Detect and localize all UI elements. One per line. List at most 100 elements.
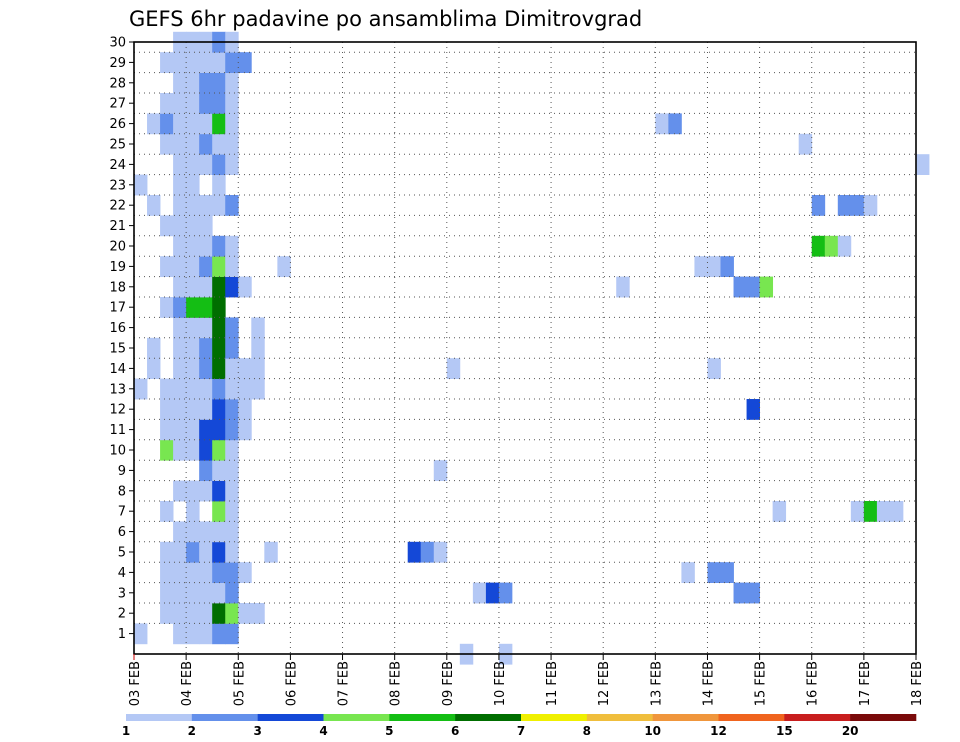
y-tick-label: 13 <box>109 382 126 397</box>
heatmap-cell <box>147 337 161 359</box>
heatmap-cell <box>186 276 200 298</box>
heatmap-cell <box>199 93 213 114</box>
heatmap-cell <box>212 439 226 461</box>
y-tick-label: 4 <box>118 566 126 581</box>
colorbar-segment <box>586 714 653 721</box>
heatmap-cell <box>199 72 213 94</box>
heatmap-cell <box>212 256 226 277</box>
heatmap-cell <box>498 582 513 604</box>
heatmap-cell <box>212 52 226 73</box>
heatmap-cell <box>160 562 174 583</box>
y-tick-label: 28 <box>109 76 126 91</box>
heatmap-cell <box>889 501 904 522</box>
heatmap-cell <box>238 419 252 441</box>
heatmap-cell <box>225 113 239 135</box>
heatmap-cell <box>173 399 187 420</box>
heatmap-cell <box>199 133 213 155</box>
heatmap-cell <box>707 562 721 583</box>
heatmap-cell <box>251 378 265 400</box>
heatmap-cell <box>199 562 213 583</box>
y-tick-label: 27 <box>109 97 126 112</box>
y-tick-label: 15 <box>109 342 126 357</box>
heatmap-cell <box>199 276 213 298</box>
x-tick-label: 07 FEB <box>337 661 352 706</box>
heatmap-cell <box>199 521 213 543</box>
y-tick-label: 7 <box>118 505 126 520</box>
heatmap-cell <box>160 603 174 624</box>
colorbar-label: 6 <box>451 724 459 738</box>
heatmap-cell <box>238 399 252 420</box>
y-tick-label: 11 <box>109 423 126 438</box>
heatmap-cell <box>485 582 500 604</box>
heatmap-cell <box>147 195 161 216</box>
heatmap-cell <box>238 378 252 400</box>
heatmap-cell <box>173 541 187 563</box>
heatmap-cell <box>186 133 200 155</box>
heatmap-cell <box>420 541 435 563</box>
heatmap-cell <box>811 195 826 216</box>
heatmap-cell <box>173 93 187 114</box>
heatmap-cell <box>173 439 187 461</box>
heatmap-cell <box>225 439 239 461</box>
x-tick-label: 04 FEB <box>180 661 195 706</box>
x-tick-label: 16 FEB <box>806 661 821 706</box>
colorbar-label: 12 <box>710 724 727 738</box>
heatmap-cell <box>173 72 187 94</box>
colorbar-label: 20 <box>842 724 859 738</box>
heatmap-cell <box>225 460 239 481</box>
heatmap-cell <box>746 276 760 298</box>
heatmap-cell <box>811 235 826 257</box>
y-axis-ticks: 1234567891011121314151617181920212223242… <box>109 36 134 642</box>
heatmap-cell <box>134 174 148 196</box>
heatmap-cell <box>212 358 226 379</box>
heatmap-cell <box>225 521 239 543</box>
heatmap-cell <box>199 603 213 624</box>
heatmap-cell <box>746 582 760 604</box>
heatmap-cell <box>277 256 291 277</box>
heatmap-cell <box>186 419 200 441</box>
heatmap-cell <box>160 501 174 522</box>
heatmap-cell <box>199 317 213 339</box>
heatmap-cell <box>916 154 930 175</box>
heatmap-cell <box>225 154 239 175</box>
heatmap-cell <box>173 133 187 155</box>
heatmap-cell <box>212 541 226 563</box>
heatmap-cell <box>264 541 278 563</box>
heatmap-cell <box>173 480 187 502</box>
heatmap-cell <box>186 215 200 237</box>
heatmap-cell <box>733 276 747 298</box>
heatmap-cell <box>186 317 200 339</box>
colorbar-label: 3 <box>253 724 261 738</box>
heatmap-cell <box>199 154 213 175</box>
y-tick-label: 30 <box>109 36 126 51</box>
heatmap-cell <box>173 215 187 237</box>
heatmap-cell <box>225 399 239 420</box>
heatmap-cell <box>212 72 226 94</box>
heatmap-cell <box>160 93 174 114</box>
heatmap-cell <box>863 195 878 216</box>
heatmap-cell <box>694 256 708 277</box>
colorbar-segment <box>126 714 193 721</box>
heatmap-cell <box>733 582 747 604</box>
y-tick-label: 20 <box>109 240 126 255</box>
heatmap-cells <box>134 31 930 665</box>
heatmap-cell <box>160 297 174 318</box>
x-tick-label: 12 FEB <box>597 661 612 706</box>
heatmap-cell <box>212 93 226 114</box>
colorbar-label: 1 <box>122 724 130 738</box>
heatmap-cell <box>173 195 187 216</box>
y-tick-label: 29 <box>109 56 126 71</box>
heatmap-cell <box>147 113 161 135</box>
x-tick-label: 05 FEB <box>232 661 247 706</box>
heatmap-cell <box>199 195 213 216</box>
heatmap-cell <box>199 419 213 441</box>
heatmap-cell <box>199 337 213 359</box>
heatmap-cell <box>160 215 174 237</box>
heatmap-cell <box>160 399 174 420</box>
y-tick-label: 14 <box>109 362 126 377</box>
heatmap-cell <box>173 358 187 379</box>
colorbar-label: 5 <box>385 724 393 738</box>
heatmap-cell <box>186 93 200 114</box>
heatmap-cell <box>186 541 200 563</box>
heatmap-cell <box>212 154 226 175</box>
